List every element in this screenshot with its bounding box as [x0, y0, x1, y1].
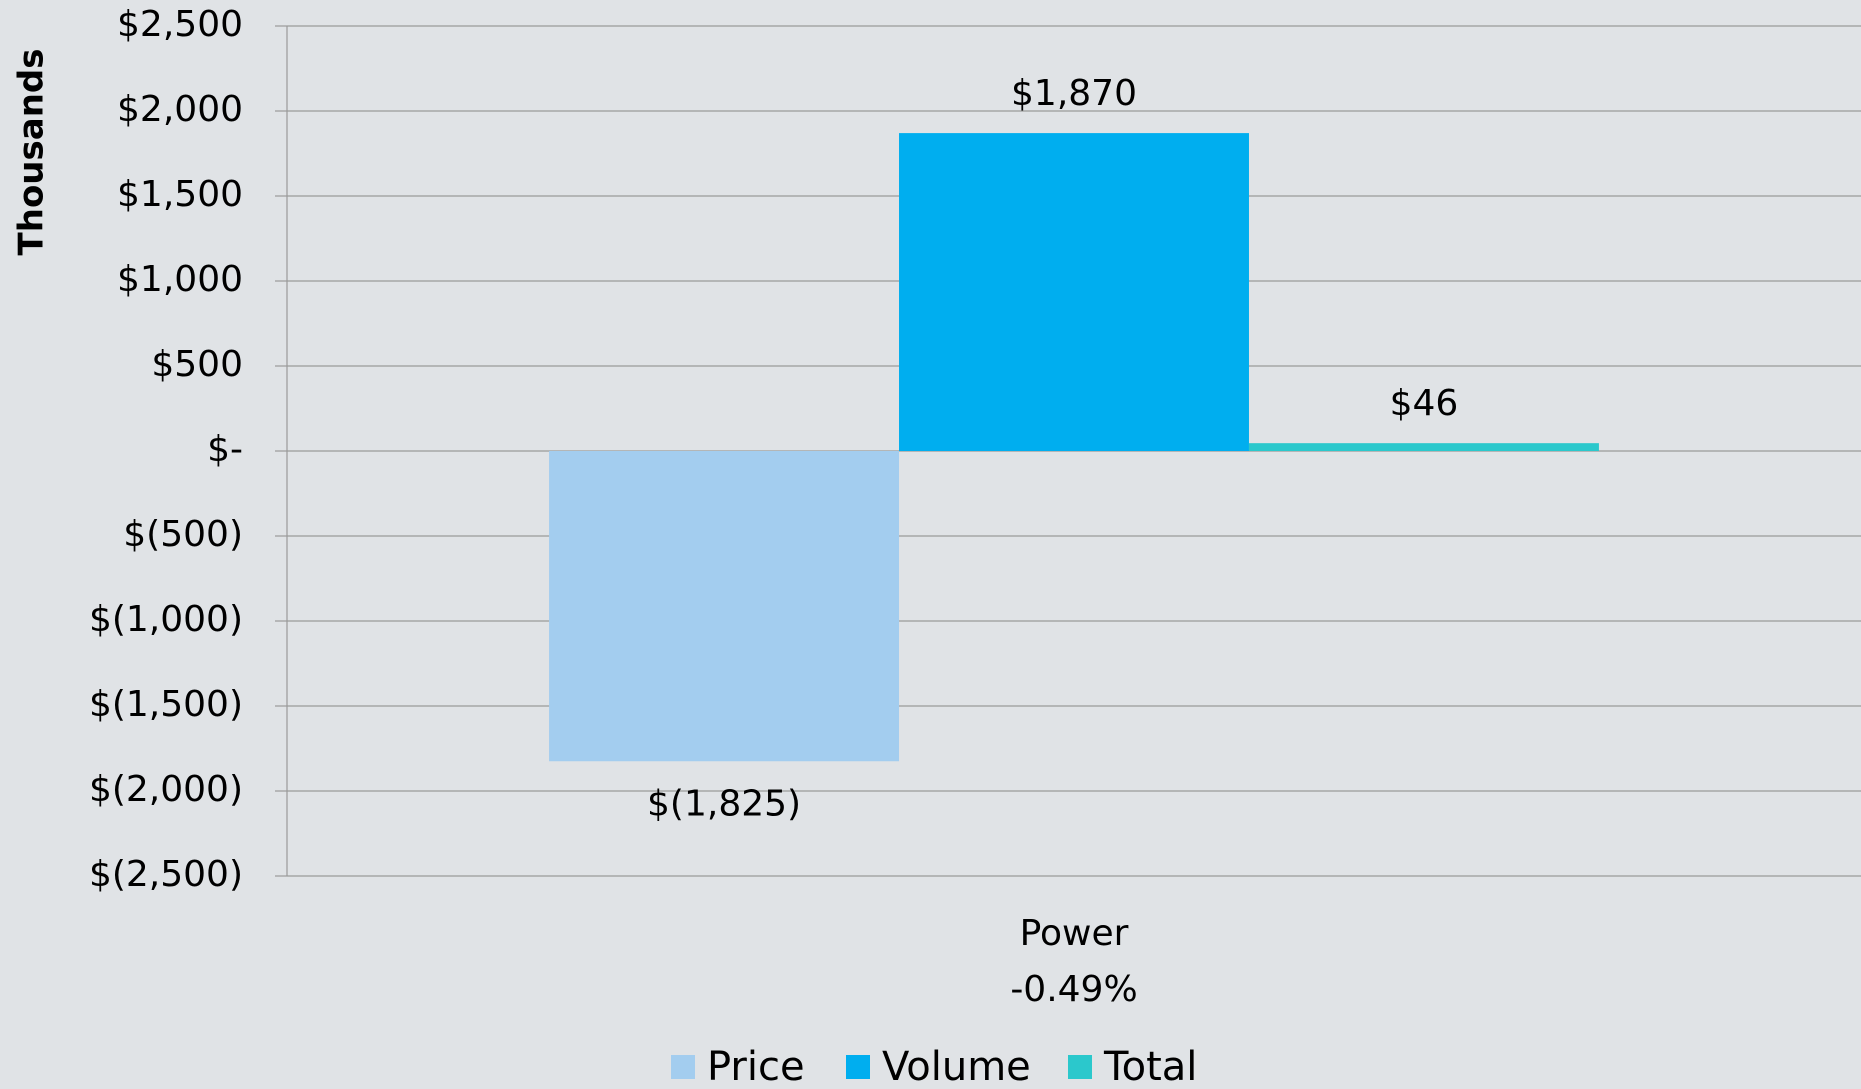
legend-swatch — [846, 1055, 870, 1079]
legend-label: Total — [1103, 1044, 1197, 1089]
bar — [549, 451, 900, 762]
data-label: $46 — [1390, 383, 1459, 424]
data-label: $1,870 — [1011, 73, 1137, 114]
data-label: $(1,825) — [647, 783, 801, 824]
y-tick-label: $2,500 — [117, 4, 243, 45]
y-tick-label: $- — [207, 429, 243, 470]
y-tick-label: $(1,000) — [89, 599, 243, 640]
x-tick-label: Power -0.49% — [1010, 913, 1137, 1010]
bar — [1248, 443, 1599, 451]
y-tick-label: $(2,000) — [89, 769, 243, 810]
legend-swatch — [671, 1055, 695, 1079]
bar — [899, 133, 1249, 451]
legend-label: Price — [707, 1044, 805, 1089]
y-tick-label: $1,500 — [117, 174, 243, 215]
legend-swatch — [1068, 1055, 1092, 1079]
legend-label: Volume — [882, 1044, 1031, 1089]
y-tick-label: $1,000 — [117, 259, 243, 300]
y-tick-label: $500 — [151, 344, 243, 385]
y-tick-label: $(1,500) — [89, 684, 243, 725]
y-tick-label: $2,000 — [117, 89, 243, 130]
y-axis-label: Thousands — [12, 49, 52, 256]
y-tick-label: $(2,500) — [89, 854, 243, 895]
y-tick-label: $(500) — [123, 514, 243, 555]
